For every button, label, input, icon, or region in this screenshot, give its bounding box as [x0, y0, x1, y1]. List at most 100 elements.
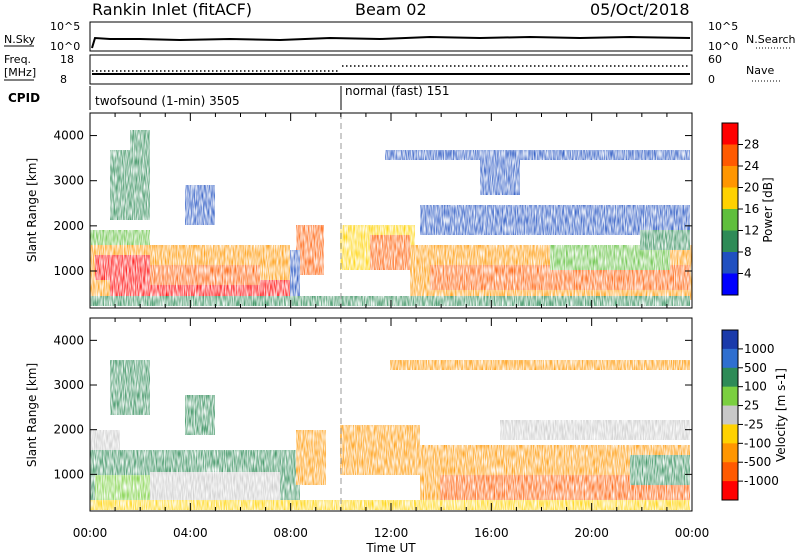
- velocity-colorbar-swatch: [722, 443, 738, 463]
- velocity-ytick-label: 1000: [53, 467, 84, 481]
- power-y-axis: 1000 2000 3000 4000: [53, 129, 692, 278]
- power-colorbar-swatch: [722, 187, 738, 210]
- nsky-tick-top: 10^5: [50, 20, 80, 33]
- nsearch-tick-bottom: 10^0: [708, 40, 738, 53]
- power-echo: [90, 296, 690, 306]
- power-colorbar-swatch: [722, 123, 738, 145]
- power-ytick-label: 4000: [53, 129, 84, 143]
- nave-label: Nave: [746, 64, 774, 77]
- power-ytick-label: 2000: [53, 219, 84, 233]
- time-tick-label: 00:00: [73, 526, 108, 540]
- power-ytick-label: 3000: [53, 174, 84, 188]
- velocity-colorbar-tick-label: -1000: [744, 474, 779, 488]
- velocity-y-axis: 1000 2000 3000 4000: [53, 333, 692, 481]
- power-colorbar-tick-label: 16: [744, 202, 759, 216]
- velocity-colorbar-tick-label: -500: [744, 455, 771, 469]
- power-colorbar-swatch: [722, 166, 738, 188]
- velocity-echo: [296, 430, 326, 485]
- velocity-colorbar-swatch: [722, 462, 738, 482]
- velocity-echo: [110, 360, 150, 415]
- power-echo: [385, 150, 690, 160]
- velocity-colorbar-tick-label: 1000: [744, 342, 775, 356]
- velocity-echo: [500, 420, 690, 440]
- freq-panel-frame: [89, 54, 693, 85]
- power-echo: [150, 265, 260, 285]
- power-echo: [480, 160, 520, 195]
- power-colorbar-swatch: [722, 230, 738, 253]
- freq-unit-label: [MHz]: [4, 66, 36, 79]
- cpid-mode-1: twofsound (1-min) 3505: [95, 94, 240, 108]
- power-colorbar-swatch: [722, 252, 738, 274]
- power-echo-layer: [90, 113, 692, 308]
- velocity-echo: [630, 455, 690, 485]
- power-panel: 1000 2000 3000 4000 Slant Range [km] 28 24 20…: [25, 112, 775, 309]
- power-ytick-label: 1000: [53, 264, 84, 278]
- velocity-colorbar-swatch: [722, 405, 738, 425]
- date-label: 05/Oct/2018: [590, 0, 690, 19]
- power-echo: [185, 185, 215, 225]
- time-tick-label: 08:00: [273, 526, 308, 540]
- velocity-colorbar-tick-label: -25: [744, 417, 764, 431]
- velocity-echo: [340, 425, 420, 475]
- time-tick-label: 04:00: [173, 526, 208, 540]
- velocity-colorbar-swatch: [722, 348, 738, 369]
- velocity-colorbar: [722, 330, 738, 501]
- nsky-tick-bottom: 10^0: [50, 40, 80, 53]
- power-colorbar-label: Power [dB]: [761, 177, 775, 242]
- velocity-echo: [90, 500, 690, 510]
- freq-tick-top: 18: [60, 53, 74, 66]
- power-colorbar-tick-label: 20: [744, 181, 759, 195]
- velocity-echo: [390, 360, 690, 370]
- radar-title: Rankin Inlet (fitACF): [92, 0, 252, 19]
- velocity-echo: [150, 472, 280, 502]
- nsearch-label: N.Search: [746, 33, 796, 46]
- velocity-ytick-label: 4000: [53, 333, 84, 347]
- velocity-colorbar-frame: [721, 329, 739, 501]
- velocity-colorbar-swatch: [722, 481, 738, 501]
- cpid-label: CPID: [8, 91, 40, 105]
- velocity-colorbar-tick-label: 500: [744, 361, 767, 375]
- velocity-ylabel: Slant Range [km]: [25, 363, 39, 467]
- velocity-colorbar-tick-label: 100: [744, 380, 767, 394]
- nave-tick-bottom: 0: [708, 73, 715, 86]
- nsky-panel-frame: [89, 21, 693, 52]
- power-echo: [640, 230, 690, 250]
- power-colorbar-tick-label: 24: [744, 159, 759, 173]
- time-axis-labels: 00:00 04:00 08:00 12:00 16:00 20:00 00:00: [73, 526, 710, 540]
- power-colorbar-ticks: 28 24 20 16 12 8 4: [738, 138, 759, 281]
- velocity-colorbar-tick-label: -100: [744, 436, 771, 450]
- nsky-label: N.Sky: [4, 33, 36, 46]
- velocity-colorbar-ticks: 1000 500 100 25 -25 -100 -500 -1000: [738, 342, 779, 488]
- velocity-colorbar-swatch: [722, 367, 738, 388]
- power-colorbar-tick-label: 4: [744, 267, 752, 281]
- time-tick-label: 12:00: [374, 526, 409, 540]
- power-echo: [296, 225, 324, 275]
- velocity-colorbar-label: Velocity [m s-1]: [774, 368, 788, 462]
- power-echo: [95, 255, 150, 280]
- freq-label: Freq.: [4, 53, 31, 66]
- time-tick-label: 00:00: [675, 526, 710, 540]
- beam-label: Beam 02: [355, 0, 427, 19]
- power-echo: [130, 130, 150, 155]
- power-colorbar-tick-label: 28: [744, 138, 759, 152]
- velocity-colorbar-swatch: [722, 386, 738, 407]
- time-tick-label: 16:00: [474, 526, 509, 540]
- power-colorbar-swatch: [722, 144, 738, 167]
- time-tick-label: 20:00: [574, 526, 609, 540]
- time-axis-title: Time UT: [365, 541, 416, 554]
- cpid-mode-2: normal (fast) 151: [345, 84, 449, 98]
- velocity-echo-blobs: [90, 360, 690, 510]
- velocity-echo: [185, 395, 215, 435]
- power-echo-blobs: [90, 130, 692, 306]
- velocity-ytick-label: 2000: [53, 423, 84, 437]
- nave-tick-top: 60: [708, 53, 722, 66]
- power-colorbar-tick-label: 8: [744, 245, 752, 259]
- velocity-ytick-label: 3000: [53, 378, 84, 392]
- power-colorbar-swatch: [722, 209, 738, 231]
- power-colorbar-swatch: [722, 273, 738, 296]
- velocity-x-ticks: [89, 318, 693, 511]
- power-echo: [110, 150, 150, 220]
- nsky-trace: [91, 35, 691, 49]
- velocity-panel: 1000 2000 3000 4000 Slant Range [km] 1000 50…: [25, 317, 788, 554]
